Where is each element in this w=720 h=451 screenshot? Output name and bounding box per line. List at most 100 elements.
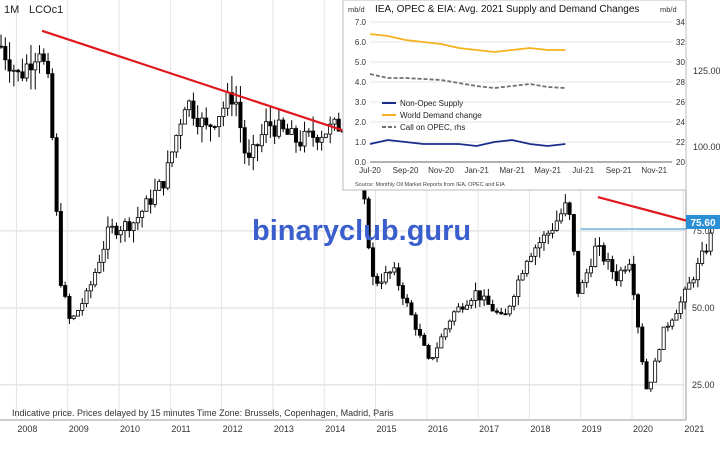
candle-body — [383, 272, 388, 283]
candle-body — [392, 267, 397, 273]
price-tick-label: 50.00 — [692, 303, 715, 313]
candles — [0, 34, 713, 392]
candle-body — [606, 259, 611, 262]
timeframe-label[interactable]: 1M — [4, 4, 19, 16]
candle-body — [687, 282, 692, 290]
candle-body — [413, 314, 418, 330]
legend-label-demand: World Demand change — [400, 111, 482, 120]
candle-body — [195, 117, 200, 128]
symbol-label[interactable]: LCOc1 — [29, 4, 63, 16]
candle-body — [503, 313, 508, 316]
candle-body — [268, 121, 273, 127]
inset-left-tick: 2.0 — [355, 118, 367, 127]
candle-body — [289, 128, 294, 135]
trendline[interactable] — [41, 29, 359, 137]
candle-body — [576, 250, 581, 294]
candle-body — [306, 130, 311, 133]
candle-body — [439, 336, 444, 349]
inset-left-tick: 0.0 — [355, 158, 367, 167]
inset-x-tick: Nov-21 — [641, 166, 667, 175]
candle-body — [212, 126, 217, 128]
candle-body — [700, 250, 705, 264]
inset-right-tick: 22 — [676, 138, 685, 147]
inset-x-tick: Jul-21 — [572, 166, 594, 175]
year-tick-label: 2017 — [479, 424, 499, 434]
candle-body — [93, 272, 98, 286]
candle-body — [221, 107, 226, 118]
inset-right-tick: 26 — [676, 98, 685, 107]
candle-body — [264, 121, 269, 136]
price-tick-label: 75.00 — [692, 226, 715, 236]
candle-body — [259, 134, 264, 147]
candle-body — [110, 225, 115, 228]
inset-x-tick: Sep-21 — [606, 166, 632, 175]
candle-body — [11, 69, 16, 72]
inset-right-tick: 32 — [676, 38, 685, 47]
candle-body — [144, 198, 149, 212]
candle-body — [512, 296, 517, 307]
candle-body — [554, 220, 559, 231]
inset-x-tick: Mar-21 — [499, 166, 525, 175]
candle-body — [648, 381, 653, 390]
candle-body — [294, 128, 299, 143]
candle-body — [653, 360, 658, 383]
candle-body — [524, 260, 529, 274]
candle-body — [533, 247, 538, 257]
year-tick-label: 2018 — [530, 424, 550, 434]
price-ticks: 25.00 50.00 75.00 — [692, 226, 715, 390]
candle-body — [302, 130, 307, 147]
price-badge-bg — [686, 215, 720, 229]
candle-body — [494, 310, 499, 313]
candle-body — [580, 282, 585, 294]
candle-body — [541, 234, 546, 244]
candle-body — [71, 315, 76, 319]
candle-body — [332, 118, 337, 125]
candle-body — [670, 319, 675, 327]
candle-body — [204, 117, 209, 126]
price-badge: 75.60 — [690, 218, 715, 229]
year-tick-label: 2021 — [684, 424, 704, 434]
candle-body — [665, 325, 670, 328]
candle-body — [37, 53, 42, 63]
candle-body — [370, 247, 375, 277]
candle-body — [161, 181, 166, 189]
candle-body — [430, 357, 435, 360]
footnote: Indicative price. Prices delayed by 15 m… — [12, 408, 394, 418]
candle-body — [199, 117, 204, 128]
year-tick-label: 2008 — [17, 424, 37, 434]
candle-body — [559, 213, 564, 222]
candle-body — [618, 269, 623, 282]
candle-body — [584, 272, 589, 283]
candle-body — [610, 259, 615, 273]
candle-body — [88, 284, 93, 292]
inset-frame — [342, 0, 687, 191]
inset-left-tick: 5.0 — [355, 58, 367, 67]
inset-left-tick: 3.0 — [355, 98, 367, 107]
candle-body — [499, 311, 504, 315]
candle-body — [157, 181, 162, 191]
inset-chart: IEA, OPEC & EIA: Avg. 2021 Supply and De… — [342, 0, 720, 191]
candle-body — [661, 326, 666, 350]
year-tick-label: 2020 — [633, 424, 653, 434]
candle-body — [469, 300, 474, 306]
inset-left-tick: 4.0 — [355, 78, 367, 87]
year-tick-label: 2012 — [223, 424, 243, 434]
year-tick-label: 2011 — [171, 424, 190, 434]
inset-title: IEA, OPEC & EIA: Avg. 2021 Supply and De… — [375, 4, 639, 15]
candle-body — [435, 347, 440, 359]
candle-body — [588, 266, 593, 274]
candle-body — [336, 118, 341, 132]
inset-right-unit: mb/d — [660, 5, 677, 14]
candle-body — [255, 144, 260, 147]
candle-body — [388, 271, 393, 274]
candle-body — [298, 141, 303, 147]
candle-body — [537, 242, 542, 249]
candle-body — [174, 135, 179, 153]
inset-x-tick: Jul-20 — [359, 166, 381, 175]
year-tick-label: 2014 — [325, 424, 345, 434]
candle-body — [20, 71, 25, 79]
candle-body — [170, 151, 175, 164]
inset-left-tick: 6.0 — [355, 38, 367, 47]
candle-body — [28, 63, 33, 71]
